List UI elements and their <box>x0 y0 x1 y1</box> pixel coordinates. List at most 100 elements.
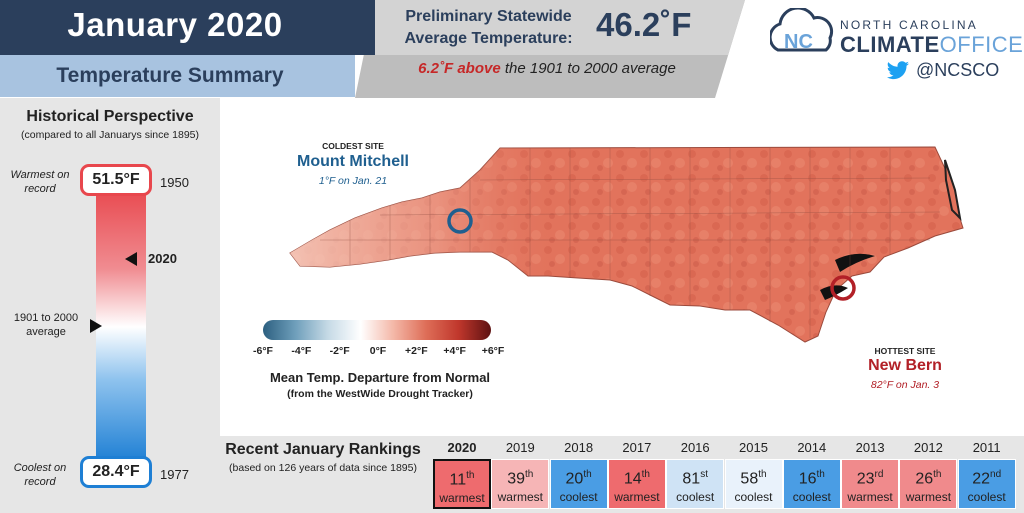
legend-tick-label: -6°F <box>253 345 273 357</box>
average-marker-icon <box>90 319 102 333</box>
statewide-temp-note: 6.2˚F above the 1901 to 2000 average <box>382 60 712 77</box>
coolest-value-box: 28.4°F <box>80 456 152 488</box>
rankings-subtitle: (based on 126 years of data since 1895) <box>229 462 417 474</box>
ranking-suffix: nd <box>990 469 1002 480</box>
ranking-label: warmest <box>439 491 485 506</box>
page-subtitle: Temperature Summary <box>56 64 284 87</box>
current-year-label: 2020 <box>148 251 177 266</box>
ranking-suffix: st <box>700 469 708 480</box>
nc-state-shape <box>289 146 964 343</box>
thermometer-bar <box>96 186 146 462</box>
header-background <box>355 0 745 98</box>
title-bar <box>0 0 375 55</box>
ranking-label: warmest <box>614 490 660 505</box>
logo-line1: NORTH CAROLINA <box>840 18 978 32</box>
ranking-cell: 11th warmest <box>433 459 491 509</box>
hottest-site-detail: 82°F on Jan. 3 <box>870 379 940 391</box>
warmest-year: 1950 <box>160 175 189 190</box>
subtitle-bar <box>0 55 355 97</box>
statewide-temp-value: 46.2˚F <box>596 6 692 43</box>
ranking-number: 26th <box>915 469 942 488</box>
logo-line2-light: OFFICE <box>939 32 1024 57</box>
ranking-cell: 23rd warmest <box>841 459 900 509</box>
current-year-marker-icon <box>125 252 137 266</box>
coldest-site-title: COLDEST SITE <box>322 141 384 151</box>
ranking-label: coolest <box>559 490 598 505</box>
ranking-year: 2015 <box>739 440 768 455</box>
ranking-cell: 26th warmest <box>899 459 958 509</box>
cloud-nc-logo-icon: NC <box>770 8 834 53</box>
ranking-cell: 16th coolest <box>782 459 841 509</box>
coldest-site-name: Mount Mitchell <box>297 153 409 170</box>
ranking-number: 23rd <box>856 469 884 488</box>
legend-tick-label: 0°F <box>369 345 387 357</box>
ranking-number: 58th <box>740 469 767 488</box>
ranking-label: coolest <box>734 490 773 505</box>
ranking-number: 14th <box>623 469 650 488</box>
ranking-number: 11th <box>449 470 475 489</box>
average-label: 1901 to 2000 average <box>13 312 79 338</box>
ranking-suffix: th <box>641 469 650 480</box>
page-title: January 2020 <box>67 6 283 43</box>
ranking-number: 22nd <box>972 469 1002 488</box>
ranking-year: 2016 <box>680 440 710 455</box>
legend-tick-label: +4°F <box>443 345 466 357</box>
ranking-cell: 20th coolest <box>549 459 608 509</box>
rankings-title: Recent January Rankings <box>225 441 421 458</box>
historical-title: Historical Perspective <box>26 108 194 125</box>
ranking-suffix: rd <box>874 469 884 480</box>
ranking-label: warmest <box>847 490 893 505</box>
ranking-year: 2012 <box>913 440 943 455</box>
ranking-year: 2018 <box>564 440 594 455</box>
hottest-site-name: New Bern <box>868 357 942 374</box>
ranking-number: 81st <box>682 469 708 488</box>
nc-temperature-map <box>289 146 964 343</box>
legend-tick-label: +6°F <box>481 345 505 357</box>
legend-color-bar <box>263 320 491 340</box>
statewide-temp-label: Preliminary Statewide Average Temperatur… <box>396 6 581 50</box>
ranking-label: warmest <box>497 490 543 505</box>
legend-title: Mean Temp. Departure from Normal <box>269 370 491 385</box>
logo-line2-bold: CLIMATE <box>840 32 940 57</box>
coldest-site-detail: 1°F on Jan. 21 <box>318 175 388 187</box>
ranking-cell: 22nd coolest <box>957 459 1016 509</box>
ranking-label: coolest <box>676 490 715 505</box>
historical-subtitle: (compared to all Januarys since 1895) <box>20 129 199 141</box>
ranking-year: 2019 <box>505 440 535 455</box>
statewide-temp-label-line1: Preliminary Statewide <box>405 8 572 25</box>
ranking-cell: 39th warmest <box>491 459 550 509</box>
legend-source: (from the WestWide Drought Tracker) <box>287 388 473 400</box>
ranking-number: 39th <box>507 469 534 488</box>
nc-climate-office-logo[interactable]: NC NORTH CAROLINA CLIMATEOFFICE <box>770 6 1023 62</box>
ranking-number: 16th <box>798 469 825 488</box>
legend-tick-label: -2°F <box>329 345 350 357</box>
ranking-year: 2011 <box>972 440 1001 455</box>
ranking-year: 2013 <box>855 440 885 455</box>
hottest-site-title: HOTTEST SITE <box>874 346 936 356</box>
ranking-suffix: th <box>583 469 592 480</box>
ranking-suffix: th <box>758 469 767 480</box>
ranking-year: 2017 <box>622 440 652 455</box>
ranking-suffix: th <box>525 469 534 480</box>
ranking-cell: 14th warmest <box>607 459 666 509</box>
departure-rest: the 1901 to 2000 average <box>500 60 676 77</box>
ranking-label: coolest <box>967 490 1006 505</box>
legend-ticks: -6°F -4°F -2°F 0°F +2°F +4°F +6°F <box>253 345 504 359</box>
logo-line2: CLIMATEOFFICE <box>840 32 1023 58</box>
ranking-suffix: th <box>466 470 475 481</box>
warmest-value-box: 51.5°F <box>80 164 152 196</box>
ranking-year: 2014 <box>797 440 827 455</box>
departure-highlight: 6.2˚F above <box>418 60 501 77</box>
ranking-label: coolest <box>792 490 831 505</box>
ranking-suffix: th <box>816 469 825 480</box>
warmest-label: Warmest on record <box>10 169 70 195</box>
ranking-suffix: th <box>933 469 942 480</box>
ranking-number: 20th <box>565 469 592 488</box>
ranking-cell: 81st coolest <box>666 459 725 509</box>
ranking-label: warmest <box>905 490 952 505</box>
legend-tick-label: +2°F <box>405 345 428 357</box>
statewide-temp-label-line2: Average Temperature: <box>404 30 573 47</box>
legend-tick-label: -4°F <box>291 345 312 357</box>
twitter-handle: @NCSCO <box>916 60 1000 80</box>
twitter-bird-icon <box>886 61 909 80</box>
